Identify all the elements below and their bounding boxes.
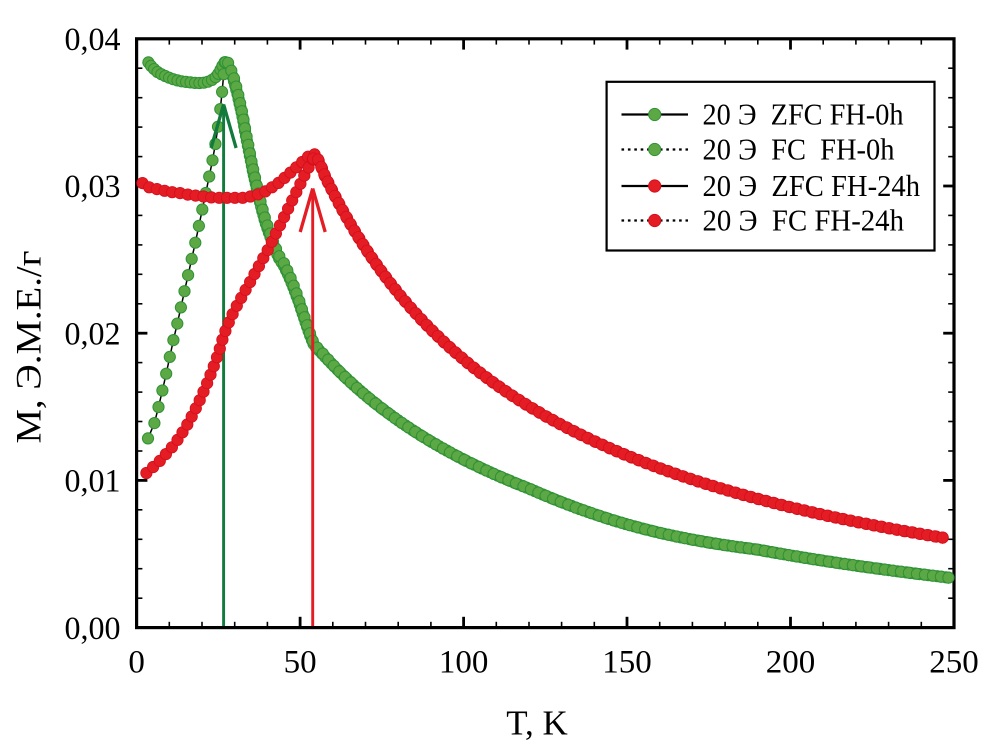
svg-text:М, Э.М.Е./г: М, Э.М.Е./г (9, 251, 49, 444)
svg-text:0,03: 0,03 (65, 169, 121, 205)
svg-text:20 Э FC FH-0h: 20 Э FC FH-0h (703, 132, 895, 167)
svg-text:20 Э FC FH-24h: 20 Э FC FH-24h (703, 203, 905, 238)
svg-text:0,02: 0,02 (65, 316, 121, 352)
svg-text:200: 200 (766, 645, 816, 681)
svg-text:T, K: T, K (506, 703, 568, 742)
svg-text:0,00: 0,00 (65, 611, 121, 647)
svg-text:20 Э ZFC FH-0h: 20 Э ZFC FH-0h (703, 97, 904, 132)
svg-text:0,01: 0,01 (65, 464, 121, 500)
svg-text:100: 100 (439, 645, 489, 681)
svg-text:50: 50 (284, 645, 317, 681)
svg-text:20 Э ZFC FH-24h: 20 Э ZFC FH-24h (703, 168, 921, 203)
svg-text:150: 150 (602, 645, 652, 681)
svg-text:250: 250 (929, 645, 979, 681)
svg-text:0: 0 (128, 645, 145, 681)
svg-text:0,04: 0,04 (65, 22, 121, 58)
